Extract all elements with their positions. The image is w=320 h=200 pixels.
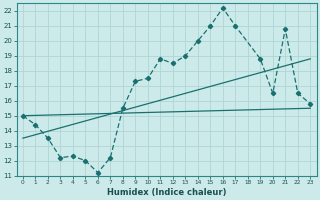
- X-axis label: Humidex (Indice chaleur): Humidex (Indice chaleur): [107, 188, 226, 197]
